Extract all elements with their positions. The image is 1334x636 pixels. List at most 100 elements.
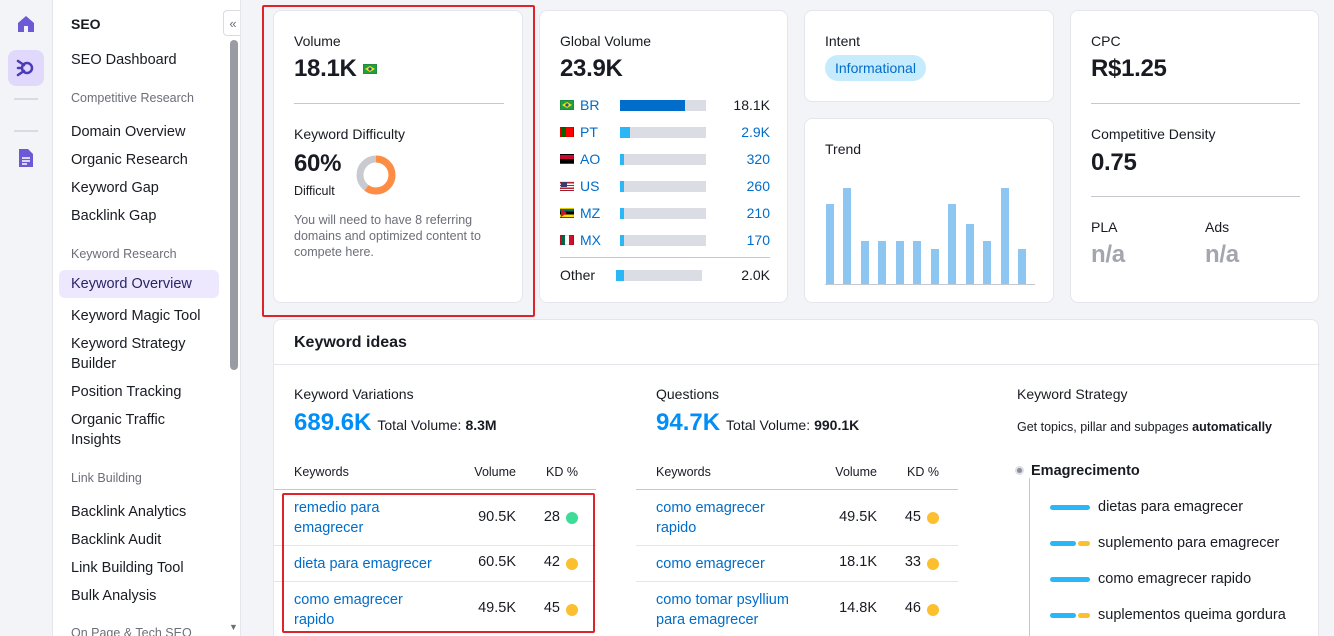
sidebar-item-keyword-gap[interactable]: Keyword Gap [71,180,159,196]
scroll-down-icon[interactable]: ▼ [229,622,238,632]
pill-bar-icon [1078,612,1090,618]
column-header-kd[interactable]: KD % [907,465,939,479]
keyword-volume: 60.5K [478,554,516,570]
trend-bar[interactable] [895,241,904,284]
trend-bar[interactable] [843,188,852,284]
keyword-link[interactable]: como emagrecer [656,556,765,572]
country-row-mz[interactable]: MZ 210 [560,203,770,223]
sidebar-item-backlink-audit[interactable]: Backlink Audit [71,532,162,548]
sidebar-item-keyword-strategy-builder[interactable]: Keyword Strategy Builder [71,336,186,372]
country-volume-bar [620,207,706,219]
country-volume-value[interactable]: 2.9K [741,124,770,140]
trend-bar[interactable] [913,241,922,284]
sidebar-item-keyword-overview[interactable]: Keyword Overview [59,270,219,298]
country-volume-value[interactable]: 260 [746,178,770,194]
trend-bar[interactable] [878,241,887,284]
country-code-link[interactable]: AO [580,151,601,167]
sidebar-item-backlink-gap[interactable]: Backlink Gap [71,208,157,224]
country-row-mx[interactable]: MX 170 [560,230,770,250]
sidebar-item-organic-traffic-insights[interactable]: Organic Traffic Insights [71,412,166,448]
keyword-strategy-description-bold: automatically [1192,420,1273,434]
sidebar-item-domain-overview[interactable]: Domain Overview [71,124,186,140]
sidebar-scrollbar[interactable] [230,40,238,370]
country-row-ao[interactable]: AO 320 [560,149,770,169]
strategy-subtopic[interactable]: dietas para emagrecer [1050,499,1243,515]
column-header-volume[interactable]: Volume [474,465,516,479]
country-code-link[interactable]: BR [580,97,600,113]
questions-count[interactable]: 94.7K [656,409,721,436]
country-row-pt[interactable]: PT 2.9K [560,122,770,142]
brazil-flag-icon [362,64,377,74]
country-volume-value[interactable]: 210 [746,205,770,221]
brazil-flag-icon [560,100,574,110]
home-icon[interactable] [8,6,44,42]
volume-value: 18.1K [294,55,357,82]
intent-badge[interactable]: Informational [825,55,926,81]
country-row-br[interactable]: BR 18.1K [560,95,770,115]
strategy-subtopic-label: suplementos queima gordura [1098,607,1286,623]
trend-bar[interactable] [860,241,869,284]
seo-toolkit-icon[interactable] [8,50,44,86]
trend-bar[interactable] [825,203,834,284]
strategy-subtopic[interactable]: suplemento para emagrecer [1050,535,1279,551]
divider [636,581,958,582]
divider [274,545,596,546]
total-volume-label: Total Volume: [377,417,462,433]
trend-bar[interactable] [965,223,974,284]
keyword-kd: 46 [904,600,921,616]
seo-sidebar: « ▼ SEO SEO Dashboard Competitive Resear… [53,0,241,636]
sidebar-item-organic-research[interactable]: Organic Research [71,152,188,168]
other-label: Other [560,267,596,283]
keyword-link[interactable]: como emagrecer rapido [294,592,403,628]
keyword-link[interactable]: como tomar psyllium para emagrecer [656,592,789,628]
sidebar-item-bulk-analysis[interactable]: Bulk Analysis [71,588,157,604]
cpc-value: R$1.25 [1091,55,1167,82]
strategy-subtopic[interactable]: suplementos queima gordura [1050,607,1286,623]
pill-bar-icon [1050,612,1076,618]
country-volume-value[interactable]: 170 [746,232,770,248]
sidebar-item-position-tracking[interactable]: Position Tracking [71,384,182,400]
keyword-link[interactable]: como emagrecer rapido [656,500,765,536]
keyword-strategy-description: Get topics, pillar and subpages [1017,420,1189,434]
keyword-difficulty-donut [356,155,396,195]
trend-bar[interactable] [983,241,992,284]
total-volume-value: 8.3M [465,417,497,433]
country-code-link[interactable]: US [580,178,600,194]
keyword-difficulty-note: You will need to have 8 referring domain… [294,213,481,259]
strategy-root-topic[interactable]: Emagrecimento [1031,463,1140,479]
column-header-volume[interactable]: Volume [835,465,877,479]
column-header-kd[interactable]: KD % [546,465,578,479]
keyword-link[interactable]: remedio para emagrecer [294,500,380,536]
kd-indicator-icon [566,558,578,570]
collapse-sidebar-button[interactable]: « [223,10,240,36]
trend-bar[interactable] [930,248,939,284]
strategy-subtopic[interactable]: como emagrecer rapido [1050,571,1251,587]
sidebar-item-backlink-analytics[interactable]: Backlink Analytics [71,504,187,520]
country-code-link[interactable]: PT [580,124,598,140]
mozambique-flag-icon [560,208,574,218]
country-code-link[interactable]: MZ [580,205,601,221]
trend-bar[interactable] [948,203,957,284]
sidebar-section-header: Competitive Research [71,91,194,105]
questions-label: Questions [656,386,720,402]
trend-bar[interactable] [1018,248,1027,284]
country-code-link[interactable]: MX [580,232,601,248]
sidebar-item-link-building-tool[interactable]: Link Building Tool [71,560,184,576]
country-volume-value: 18.1K [733,97,770,113]
keyword-link[interactable]: dieta para emagrecer [294,556,432,572]
kd-indicator-icon [566,604,578,616]
country-row-us[interactable]: US 260 [560,176,770,196]
document-icon[interactable] [8,140,44,176]
sidebar-item-seo-dashboard[interactable]: SEO Dashboard [71,52,177,68]
sidebar-item-keyword-magic-tool[interactable]: Keyword Magic Tool [71,308,201,324]
total-volume-value: 990.1K [814,417,860,433]
total-volume-label: Total Volume: [726,417,811,433]
sidebar-section-header: Link Building [71,471,142,485]
keyword-variations-count[interactable]: 689.6K [294,409,372,436]
country-volume-value[interactable]: 320 [746,151,770,167]
trend-bar[interactable] [1000,188,1009,284]
divider [636,545,958,546]
divider [560,257,770,258]
kd-indicator-icon [927,512,939,524]
keyword-kd: 42 [543,554,560,570]
